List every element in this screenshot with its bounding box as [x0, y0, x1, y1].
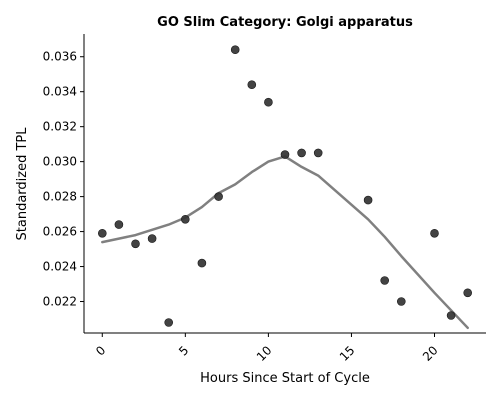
scatter-point — [430, 229, 439, 238]
scatter-point — [297, 148, 306, 158]
y-tick-label: 0.034 — [43, 85, 77, 99]
chart-title: GO Slim Category: Golgi apparatus — [157, 15, 413, 30]
scatter-point — [197, 258, 207, 268]
scatter-point — [181, 215, 190, 224]
scatter-point — [131, 239, 140, 249]
scatter-point — [164, 318, 173, 327]
scatter-point — [380, 276, 390, 285]
scatter-point — [280, 150, 290, 159]
y-axis-ticks: 0.022 0.024 0.026 0.028 0.030 0.032 0.034 0.036 — [43, 50, 84, 309]
y-tick-label: 0.024 — [43, 260, 77, 274]
plot-area — [98, 45, 473, 330]
y-tick-label: 0.026 — [43, 225, 77, 239]
scatter-point — [98, 229, 107, 238]
scatter-point — [247, 80, 257, 89]
x-tick-label: 0 — [93, 343, 108, 358]
scatter-point — [313, 148, 323, 158]
x-axis-ticks: 0 5 10 15 20 — [93, 333, 441, 364]
scatter-point — [147, 234, 157, 243]
scatter-point — [446, 311, 456, 320]
y-tick-label: 0.022 — [43, 295, 77, 309]
x-tick-label: 5 — [176, 343, 191, 358]
y-tick-label: 0.030 — [43, 155, 77, 169]
scatter-point — [396, 297, 406, 306]
scatter-point — [463, 288, 473, 298]
y-tick-label: 0.036 — [43, 50, 77, 64]
scatter-point — [114, 220, 124, 229]
x-axis-label: Hours Since Start of Cycle — [200, 371, 370, 386]
x-tick-label: 15 — [337, 343, 358, 364]
y-axis-label: Standardized TPL — [15, 127, 30, 241]
y-tick-label: 0.028 — [43, 190, 77, 204]
scatter-point — [363, 195, 373, 205]
x-tick-label: 10 — [254, 343, 275, 364]
scatter-point — [230, 45, 240, 55]
x-tick-label: 20 — [420, 343, 441, 364]
scatter-point — [264, 97, 273, 107]
y-tick-label: 0.032 — [43, 120, 77, 134]
scatter-point — [214, 192, 223, 201]
trend-line — [101, 155, 469, 330]
